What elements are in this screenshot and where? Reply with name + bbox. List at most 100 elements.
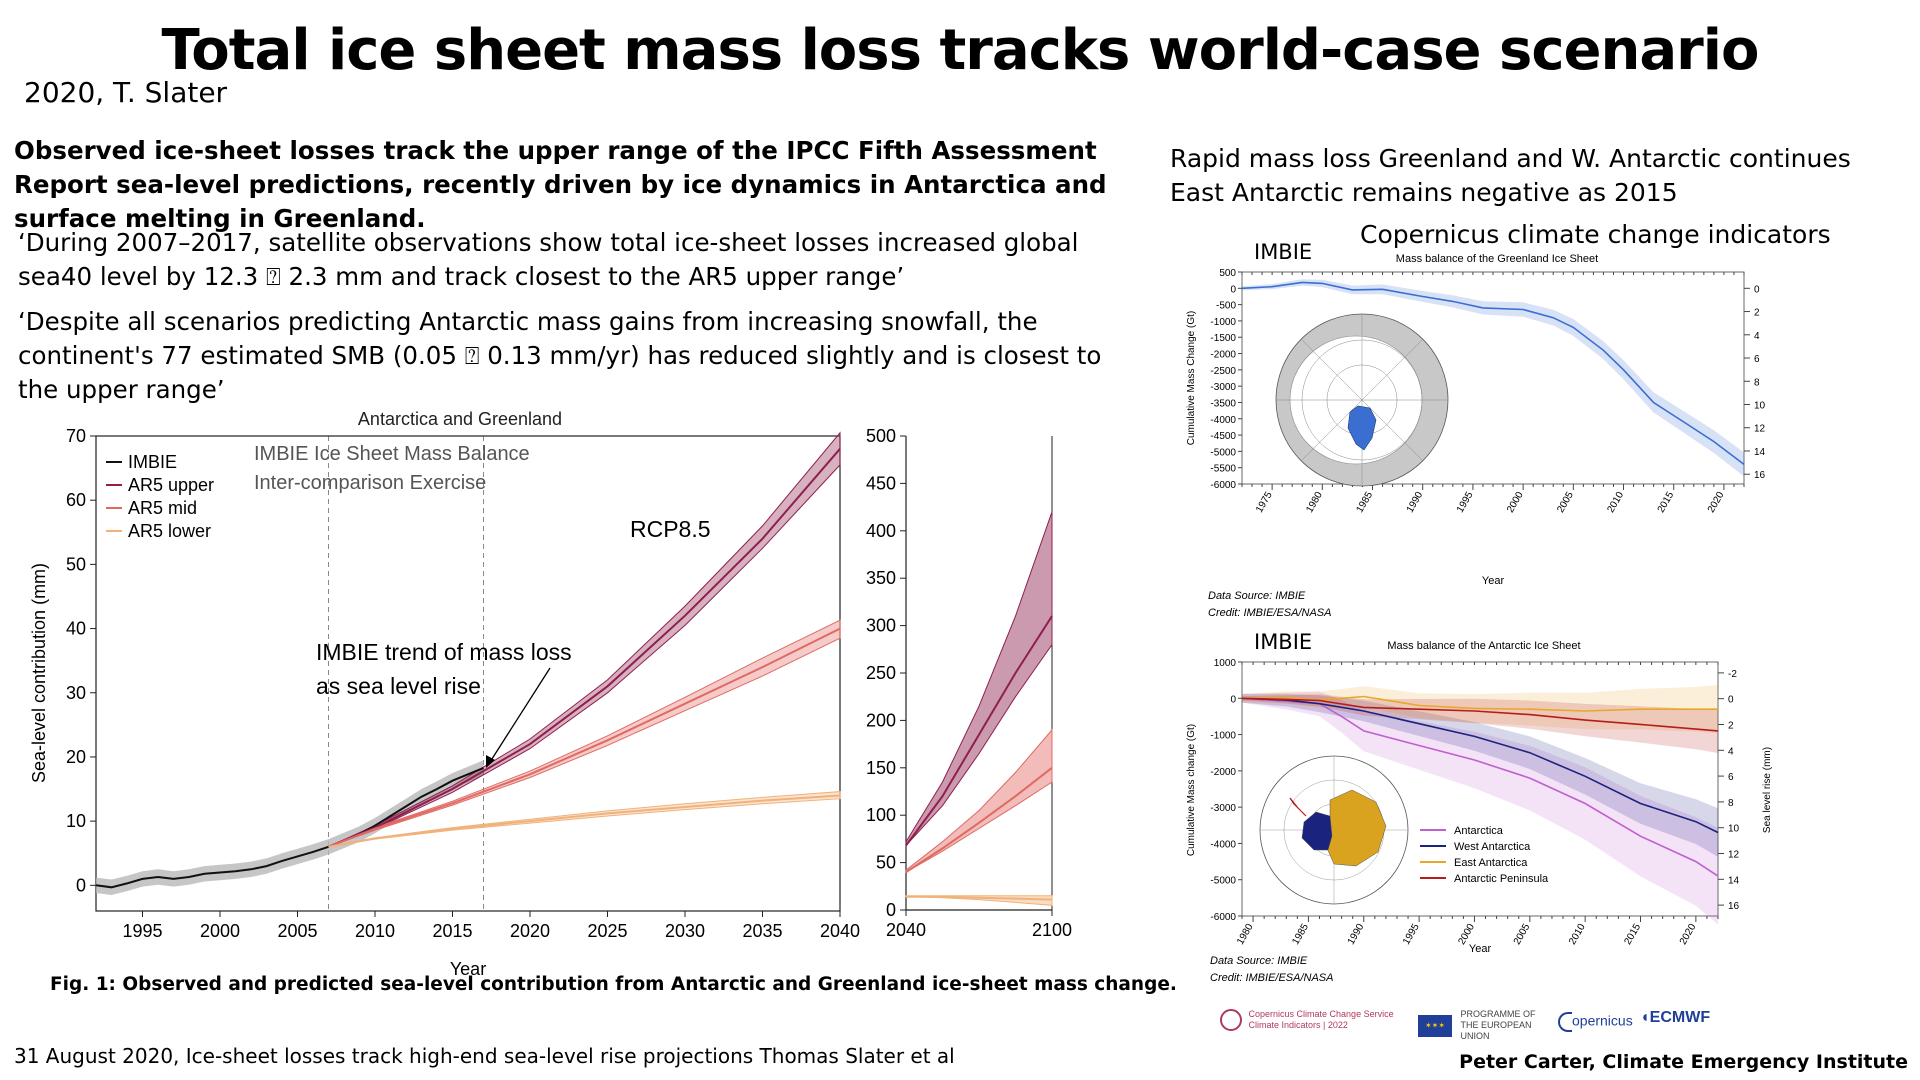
gr-y-tick-label-13: -6000 — [1210, 480, 1236, 491]
an-line-west-antarctica — [1241, 697, 1719, 834]
x-tick-label-8: 2035 — [742, 921, 782, 941]
c3s-icon — [1220, 1009, 1242, 1031]
antarctic-credit: Credit: IMBIE/ESA/NASA — [1210, 972, 1334, 984]
an-y-tick-label-1: 0 — [1230, 694, 1236, 705]
y-tick-label-3: 30 — [66, 683, 86, 703]
antarctic-y-label: Cumulative Mass change (Gt) — [1186, 724, 1197, 856]
lead-paragraph: Observed ice-sheet losses track the uppe… — [14, 136, 1107, 233]
y-tick-label-0: 0 — [76, 875, 86, 895]
ext-line-ar5-lower — [906, 895, 1053, 901]
an-y2-tick-label-7: 12 — [1728, 850, 1740, 861]
footer-citation: 31 August 2020, Ice-sheet losses track h… — [14, 1044, 955, 1068]
copernicus-logo-text: opernicus — [1572, 1012, 1633, 1029]
y-tick-label-6: 60 — [66, 490, 86, 510]
an-y-tick-label-7: -6000 — [1210, 912, 1236, 923]
ext-y-tick-label-3: 150 — [866, 758, 896, 778]
gr-y-tick-label-8: -3500 — [1210, 398, 1236, 409]
antarctic-data-source: Data Source: IMBIE — [1210, 955, 1308, 967]
gr-y2-tick-label-4: 8 — [1754, 377, 1760, 388]
arctic-map — [1275, 313, 1449, 487]
gr-x-tick-label-6: 2005 — [1555, 490, 1576, 515]
x-tick-label-1: 2000 — [200, 921, 240, 941]
ext-y-tick-label-2: 100 — [866, 805, 896, 825]
an-x-tick-label-7: 2015 — [1622, 922, 1643, 947]
logo-strip: Copernicus Climate Change Service Climat… — [1220, 1006, 1740, 1041]
x-tick-label-7: 2030 — [665, 921, 705, 941]
gr-x-tick-label-7: 2010 — [1605, 490, 1626, 515]
legend-label-peninsula: Antarctic Peninsula — [1454, 873, 1549, 885]
antarctic-legend: Antarctica West Antarctica East Antarcti… — [1420, 825, 1549, 885]
antarctic-chart-title: Mass balance of the Antarctic Ice Sheet — [1387, 640, 1580, 652]
an-x-tick-label-6: 2010 — [1567, 922, 1588, 947]
trend-annotation-line-1: IMBIE trend of mass loss — [316, 639, 572, 665]
an-x-tick-label-0: 1980 — [1235, 922, 1256, 947]
imbie-label-greenland: IMBIE — [1254, 240, 1313, 264]
ext-line-ar5-mid — [905, 767, 1053, 873]
line-ar5-mid — [328, 627, 841, 848]
greenland-data-source: Data Source: IMBIE — [1208, 590, 1306, 602]
gr-x-tick-label-2: 1985 — [1354, 490, 1375, 515]
c3s-logo-subtext: Climate Indicators | 2022 — [1248, 1020, 1348, 1030]
byline: 2020, T. Slater — [24, 76, 228, 109]
gr-y2-tick-label-7: 14 — [1754, 447, 1766, 458]
an-line-east-antarctica — [1241, 695, 1718, 712]
gr-y-tick-label-10: -4500 — [1210, 431, 1236, 442]
gr-x-tick-label-1: 1980 — [1304, 490, 1325, 515]
an-y-tick-label-0: 1000 — [1214, 658, 1237, 669]
legend-label-ar5-lower: AR5 lower — [128, 521, 211, 541]
ext-y-tick-label-0: 0 — [886, 900, 896, 920]
gr-y2-tick-label-1: 2 — [1754, 308, 1760, 319]
main-chart-frame — [95, 435, 841, 912]
copernicus-c-icon — [1558, 1012, 1572, 1032]
legend-label-east: East Antarctica — [1454, 857, 1528, 869]
an-y2-tick-label-8: 14 — [1728, 875, 1740, 886]
copernicus-logo: opernicus — [1558, 1012, 1633, 1032]
gr-y2-tick-label-0: 0 — [1754, 284, 1760, 295]
greenland-line — [1241, 281, 1745, 466]
ext-x-tick-label-0: 2040 — [886, 920, 926, 940]
rcp-annotation: RCP8.5 — [630, 516, 711, 542]
eu-logo: ✶✶✶ PROGRAMME OF THE EUROPEAN UNION — [1418, 1009, 1551, 1042]
gr-x-tick-label-0: 1975 — [1254, 490, 1275, 515]
an-x-tick-label-3: 1995 — [1401, 922, 1422, 947]
right-line-1: Rapid mass loss Greenland and W. Antarct… — [1170, 144, 1851, 173]
y-tick-label-2: 20 — [66, 747, 86, 767]
gr-y-tick-label-0: 500 — [1219, 268, 1236, 279]
imbie-annotation-line-2: Inter-comparison Exercise — [254, 472, 486, 494]
line-imbie — [95, 766, 484, 889]
ecmwf-logo: ◖ECMWF — [1640, 1009, 1711, 1026]
an-y-tick-label-5: -4000 — [1210, 839, 1236, 850]
gr-y-tick-label-4: -1500 — [1210, 333, 1236, 344]
ecmwf-logo-text: ECMWF — [1649, 1009, 1711, 1026]
main-legend: IMBIE AR5 upper AR5 mid AR5 lower — [106, 452, 214, 541]
x-tick-label-9: 2040 — [820, 921, 860, 941]
legend-label-antarctica: Antarctica — [1454, 825, 1504, 837]
greenland-x-label: Year — [1482, 575, 1505, 587]
an-y-tick-label-4: -3000 — [1210, 803, 1236, 814]
eu-logo-text: PROGRAMME OF THE EUROPEAN UNION — [1460, 1009, 1536, 1041]
x-tick-label-4: 2015 — [432, 921, 472, 941]
an-band-west-antarctica — [1242, 693, 1718, 857]
band-imbie — [96, 760, 484, 895]
gr-y-tick-label-12: -5500 — [1210, 464, 1236, 475]
legend-label-ar5-upper: AR5 upper — [128, 475, 214, 495]
y-tick-label-5: 50 — [66, 554, 86, 574]
gr-y2-tick-label-8: 16 — [1754, 470, 1766, 481]
gr-y-tick-label-2: -500 — [1216, 301, 1236, 312]
ext-band-ar5-mid — [905, 728, 1053, 873]
gr-y-tick-label-9: -4000 — [1210, 415, 1236, 426]
gr-y2-tick-label-2: 4 — [1754, 331, 1760, 342]
antarctic-chart: Mass balance of the Antarctic Ice Sheet … — [1186, 640, 1773, 955]
main-chart: Antarctica and Greenland 010203040506070… — [29, 409, 860, 979]
ext-y-tick-label-1: 50 — [876, 853, 896, 873]
an-y2-tick-label-3: 4 — [1728, 746, 1734, 757]
line-ar5-lower — [328, 794, 841, 848]
greenland-highlight — [1347, 405, 1377, 451]
gr-x-tick-label-4: 1995 — [1455, 490, 1476, 515]
extension-chart: 0 50 100 150 200 250 300 350 400 450 500 2040 2100 — [866, 426, 1072, 940]
gr-x-tick-label-3: 1990 — [1405, 490, 1426, 515]
ext-y-tick-label-8: 400 — [866, 521, 896, 541]
peninsula-highlight — [1289, 797, 1307, 817]
an-x-tick-label-2: 1990 — [1346, 922, 1367, 947]
author-credit: Peter Carter, Climate Emergency Institut… — [1459, 1051, 1908, 1073]
